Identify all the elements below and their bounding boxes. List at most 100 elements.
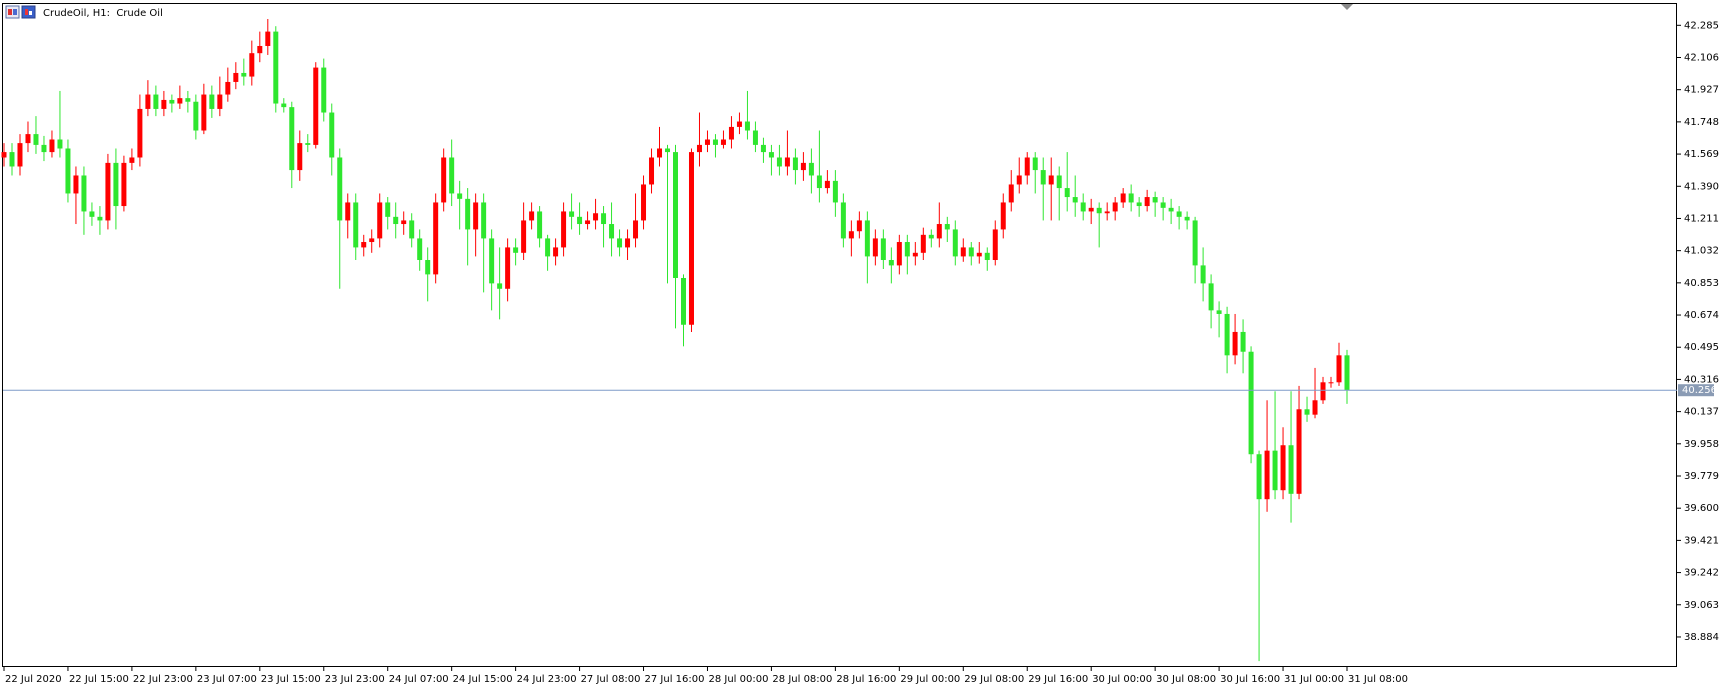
- y-tick-label: 39.779: [1684, 471, 1719, 482]
- candle-body: [121, 162, 127, 207]
- candle-body: [257, 45, 263, 54]
- candle-body: [880, 238, 886, 261]
- y-tick-label: 41.569: [1684, 149, 1719, 160]
- x-tick-label: 27 Jul 16:00: [645, 674, 705, 685]
- x-tick-label: 30 Jul 08:00: [1156, 674, 1216, 685]
- y-tick-label: 41.032: [1684, 246, 1719, 257]
- icon: [29, 11, 32, 15]
- candle-body: [808, 162, 814, 176]
- candle-body: [665, 148, 671, 153]
- candle-body: [816, 175, 822, 189]
- candle-body: [489, 238, 495, 284]
- icon: [13, 9, 17, 15]
- candle-body: [1088, 207, 1094, 212]
- candle-body: [297, 143, 303, 171]
- candle-body: [481, 202, 487, 239]
- candle-body: [81, 175, 87, 212]
- candle-body: [585, 220, 591, 225]
- x-tick-label: 24 Jul 07:00: [389, 674, 449, 685]
- candle-body: [1064, 188, 1070, 198]
- candle-body: [712, 139, 718, 145]
- candle-body: [89, 211, 95, 217]
- candle-body: [1080, 202, 1086, 212]
- candle-body: [441, 157, 447, 203]
- candle-body: [113, 162, 119, 207]
- candle-body: [872, 238, 878, 257]
- candle-body: [337, 157, 343, 221]
- candle-body: [1104, 211, 1110, 214]
- candle-body: [1, 152, 7, 158]
- candle-body: [265, 31, 271, 46]
- candle-body: [856, 220, 862, 232]
- y-tick-label: 39.063: [1684, 600, 1719, 611]
- candle-body: [185, 98, 191, 102]
- x-tick-label: 28 Jul 00:00: [708, 674, 768, 685]
- x-tick-label: 31 Jul 08:00: [1348, 674, 1408, 685]
- candle-body: [1040, 170, 1046, 185]
- candle-body: [944, 224, 950, 230]
- candle-body: [537, 211, 543, 239]
- candle-body: [553, 247, 559, 257]
- candle-body: [9, 152, 15, 167]
- icon: [21, 5, 36, 19]
- candle-body: [1096, 207, 1102, 214]
- candle-body: [776, 157, 782, 167]
- candle-body: [281, 103, 287, 108]
- candle-body: [1264, 450, 1270, 500]
- x-tick-label: 29 Jul 00:00: [900, 674, 960, 685]
- candle-body: [41, 144, 47, 153]
- candle-body: [1288, 445, 1294, 494]
- x-tick-label: 30 Jul 16:00: [1220, 674, 1280, 685]
- candle-body: [193, 101, 199, 131]
- candle-body: [153, 94, 159, 109]
- x-tick-label: 23 Jul 15:00: [261, 674, 321, 685]
- candle-body: [633, 220, 639, 239]
- candle-body: [728, 126, 734, 140]
- candle-body: [1024, 157, 1030, 176]
- candle-body: [1272, 450, 1278, 491]
- x-tick-label: 29 Jul 08:00: [964, 674, 1024, 685]
- y-tick-label: 41.211: [1684, 213, 1719, 224]
- y-tick-label: 41.748: [1684, 117, 1719, 128]
- candle-body: [1320, 382, 1326, 401]
- y-tick-label: 40.853: [1684, 278, 1719, 289]
- candle-body: [313, 67, 319, 145]
- candle-body: [824, 180, 830, 189]
- candle-body: [177, 98, 183, 104]
- candle-body: [241, 72, 247, 77]
- candle-body: [129, 157, 135, 163]
- candle-body: [609, 224, 615, 239]
- candle-body: [145, 94, 151, 109]
- candle-body: [1336, 355, 1342, 383]
- candle-body: [425, 260, 431, 275]
- candle-body: [1168, 207, 1174, 212]
- candle-body: [704, 139, 710, 145]
- candle-body: [1056, 175, 1062, 189]
- candle-body: [1312, 400, 1318, 415]
- y-tick-label: 40.674: [1684, 310, 1719, 321]
- candle-body: [513, 247, 519, 253]
- candle-body: [1344, 355, 1350, 391]
- icon: [8, 9, 12, 15]
- candle-body: [457, 193, 463, 199]
- candle-body: [1072, 197, 1078, 203]
- candle-body: [73, 175, 79, 194]
- x-tick-label: 22 Jul 2020: [5, 674, 62, 685]
- x-tick-label: 28 Jul 16:00: [836, 674, 896, 685]
- candle-body: [1232, 331, 1238, 356]
- candle-body: [225, 81, 231, 95]
- candle-body: [864, 220, 870, 257]
- candle-body: [233, 72, 239, 82]
- candle-body: [1008, 184, 1014, 203]
- y-tick-label: 39.421: [1684, 535, 1719, 546]
- window-icons: [5, 5, 36, 19]
- candle-body: [1032, 157, 1038, 171]
- candle-body: [1224, 313, 1230, 356]
- candle-body: [569, 211, 575, 217]
- candle-body: [752, 130, 758, 145]
- candle-body: [688, 152, 694, 325]
- candle-body: [736, 121, 742, 127]
- candle-body: [1280, 445, 1286, 491]
- candle-body: [169, 99, 175, 104]
